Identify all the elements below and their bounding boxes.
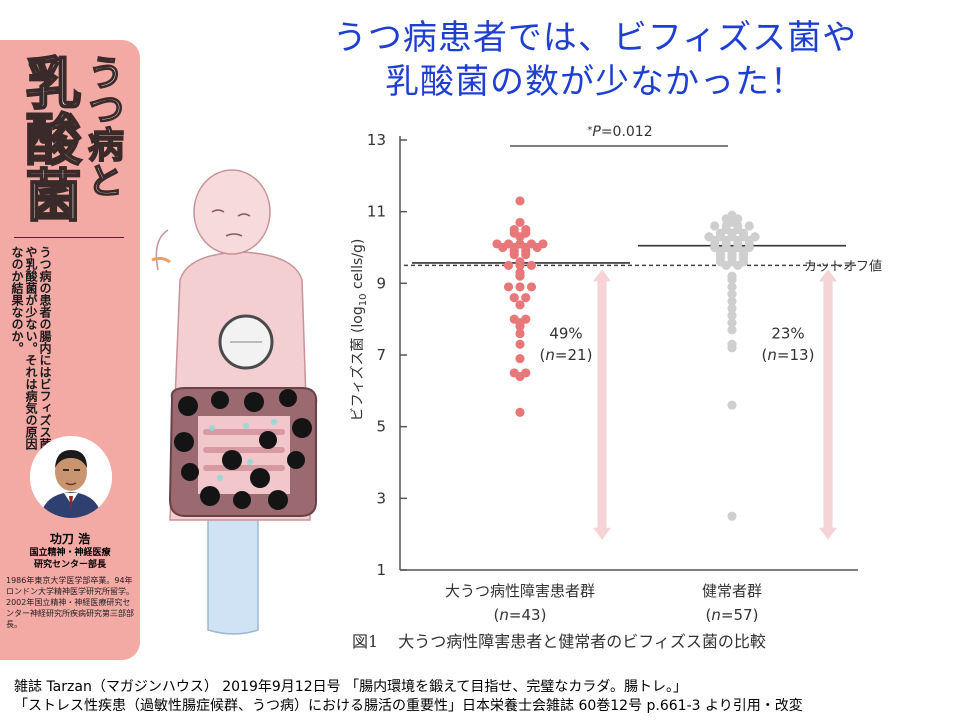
- patient-data-point: [526, 260, 537, 271]
- significance-label: *P=0.012: [587, 124, 652, 140]
- below-cutoff-arrowhead-bottom: [593, 527, 611, 540]
- group-label: 健常者群: [702, 582, 762, 600]
- below-cutoff-count: (n=13): [762, 346, 815, 364]
- healthy-data-point: [721, 260, 731, 271]
- patient-data-point: [521, 250, 531, 260]
- below-cutoff-arrowhead-top: [819, 269, 837, 282]
- headline-line-1: うつ病患者では、ビフィズス菌や: [332, 18, 858, 58]
- magazine-sidebar: うつ病と 乳酸菌 うつ病の患者の腸内にはビフィズス菌や乳酸菌が少ない。それは病気…: [0, 40, 140, 660]
- author-bio: 1986年東京大学医学部卒業。94年ロンドン大学精神医学研究所留学。2002年国…: [6, 576, 134, 629]
- magazine-title-large: 乳酸菌: [15, 53, 82, 223]
- below-cutoff-percent: 49%: [549, 325, 582, 343]
- y-axis-label: ビフィズス菌 (log10 cells/g): [350, 239, 369, 422]
- author-affiliation-line-1: 国立精神・神経医療: [29, 548, 111, 558]
- cutoff-label: カットオフ値: [804, 258, 882, 274]
- healthy-data-point: [727, 289, 737, 299]
- gut-illustration: [150, 160, 330, 660]
- y-tick-label: 3: [376, 489, 386, 507]
- patient-data-point: [532, 242, 542, 253]
- group-label: 大うつ病性障害患者群: [445, 582, 595, 600]
- patient-data-point: [503, 282, 514, 292]
- author-affiliation-line-2: 研究センター部長: [33, 560, 106, 570]
- group-count-label: (n=43): [494, 606, 547, 624]
- below-cutoff-count: (n=21): [540, 346, 593, 364]
- citation-line-1: 雑誌 Tarzan（マガジンハウス） 2019年9月12日号 「腸内環境を鍛えて…: [14, 679, 687, 695]
- magazine-title-small: うつ病と: [81, 53, 124, 199]
- healthy-data-point: [727, 275, 737, 285]
- y-tick-label: 5: [376, 418, 386, 436]
- healthy-data-point: [727, 303, 737, 314]
- patient-data-point: [515, 196, 525, 206]
- y-tick-label: 11: [367, 203, 386, 221]
- y-tick-label: 13: [367, 131, 386, 149]
- patient-data-point: [509, 250, 519, 260]
- healthy-data-point: [727, 318, 737, 328]
- author-name: 功刀 浩: [49, 532, 91, 546]
- patient-data-point: [526, 282, 537, 292]
- headline-line-2: 乳酸菌の数が少なかった！: [385, 62, 805, 102]
- patient-data-point: [515, 371, 525, 382]
- patient-data-point: [515, 328, 525, 339]
- healthy-data-point: [733, 260, 743, 271]
- author-photo: [30, 436, 112, 518]
- patient-data-point: [498, 242, 508, 253]
- y-tick-label: 7: [376, 346, 386, 364]
- patient-data-point: [515, 271, 525, 281]
- patient-data-point: [509, 293, 519, 303]
- healthy-data-point: [727, 511, 737, 521]
- title-divider: [14, 237, 124, 238]
- citation-line-2: 「ストレス性疾患（過敏性腸症候群、うつ病）における腸活の重要性」日本栄養士会雑誌…: [14, 698, 803, 714]
- healthy-data-point: [727, 310, 737, 321]
- patient-data-point: [515, 217, 525, 228]
- below-cutoff-arrowhead-top: [593, 269, 611, 282]
- below-cutoff-percent: 23%: [771, 325, 804, 343]
- patient-data-point: [515, 339, 525, 349]
- figure-caption: 図1 大うつ病性障害患者と健常者のビフィズス菌の比較: [352, 628, 852, 652]
- author-affiliation: 国立精神・神経医療 研究センター部長: [0, 547, 140, 571]
- patient-data-point: [515, 232, 525, 242]
- healthy-data-point: [727, 282, 737, 292]
- patient-data-point: [515, 407, 525, 417]
- patient-data-point: [515, 321, 525, 331]
- healthy-data-point: [727, 325, 737, 335]
- patient-data-point: [515, 300, 525, 310]
- y-tick-label: 1: [376, 561, 386, 579]
- healthy-data-point: [710, 221, 720, 231]
- below-cutoff-arrowhead-bottom: [819, 527, 837, 540]
- group-count-label: (n=57): [706, 606, 759, 624]
- healthy-data-point: [727, 343, 737, 353]
- figure-number: 図1: [352, 632, 379, 651]
- figure-caption-text: 大うつ病性障害患者と健常者のビフィズス菌の比較: [398, 632, 766, 651]
- magazine-body-text: うつ病の患者の腸内にはビフィズス菌や乳酸菌が少ない。それは病気の原因なのか結果な…: [10, 246, 52, 450]
- healthy-data-point: [744, 221, 754, 231]
- healthy-data-point: [727, 296, 737, 306]
- patient-data-point: [515, 282, 525, 292]
- healthy-data-point: [727, 400, 737, 410]
- patient-data-point: [515, 260, 525, 271]
- y-tick-label: 9: [376, 274, 386, 292]
- patient-data-point: [521, 293, 531, 303]
- magazine-title: うつ病と 乳酸菌: [6, 46, 126, 256]
- patient-data-point: [515, 353, 525, 364]
- patient-data-point: [503, 260, 514, 271]
